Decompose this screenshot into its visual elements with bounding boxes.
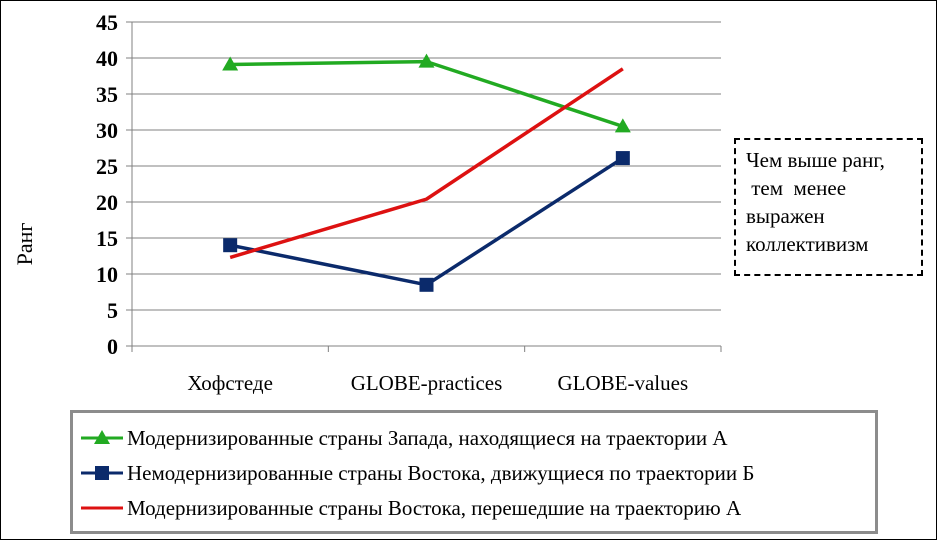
- series-lines: [229, 59, 624, 287]
- y-tick-label: 20: [96, 190, 118, 215]
- y-tick-label: 45: [96, 10, 118, 35]
- series-line-3: [229, 67, 624, 260]
- y-tick-label: 35: [96, 82, 118, 107]
- y-tick-label: 25: [96, 154, 118, 179]
- axes: [126, 21, 722, 352]
- y-tick-label: 15: [96, 226, 118, 251]
- legend-swatch-triangle: [81, 430, 123, 444]
- triangle-marker: [614, 118, 631, 133]
- y-tick-labels: 0 5 10 15 20 25 30 35 40 45: [96, 10, 118, 359]
- y-tick-label: 0: [107, 334, 118, 359]
- legend-label: Модернизированные страны Востока, переше…: [127, 495, 742, 520]
- annotation-line: тем менее: [746, 176, 847, 200]
- y-tick-label: 40: [96, 46, 118, 71]
- y-tick-label: 5: [107, 298, 118, 323]
- triangle-marker: [222, 56, 239, 71]
- square-marker: [223, 238, 238, 253]
- legend-item-east-nonmodernized: Немодернизированные страны Востока, движ…: [79, 458, 754, 488]
- legend-swatch-square: [81, 466, 123, 480]
- legend-label: Немодернизированные страны Востока, движ…: [127, 460, 755, 485]
- legend-swatch-line: [81, 506, 123, 510]
- legend-item-east-modernized: Модернизированные страны Востока, переше…: [79, 493, 741, 523]
- legend-label: Модернизированные страны Запада, находящ…: [127, 425, 728, 450]
- annotation-line: выражен: [746, 204, 825, 228]
- annotation-line: Чем выше ранг,: [746, 148, 885, 172]
- y-axis-title: Ранг: [12, 223, 37, 266]
- y-tick-label: 10: [96, 262, 118, 287]
- annotation-box: Чем выше ранг, тем менее выражен коллект…: [734, 138, 923, 276]
- annotation-line: коллективизм: [746, 232, 869, 256]
- square-marker: [419, 277, 434, 292]
- x-tick-label: GLOBE-values: [558, 371, 689, 395]
- x-tick-labels: Хофстеде GLOBE-practices GLOBE-values: [187, 371, 688, 395]
- series-line-2: [229, 156, 624, 287]
- legend-item-west-modernized: Модернизированные страны Запада, находящ…: [79, 423, 728, 453]
- square-marker: [615, 151, 630, 166]
- series-markers: [222, 53, 631, 292]
- y-tick-label: 30: [96, 118, 118, 143]
- x-tick-label: GLOBE-practices: [351, 371, 503, 395]
- x-tick-label: Хофстеде: [187, 371, 273, 395]
- legend: Модернизированные страны Запада, находящ…: [70, 410, 878, 534]
- triangle-marker: [418, 53, 435, 68]
